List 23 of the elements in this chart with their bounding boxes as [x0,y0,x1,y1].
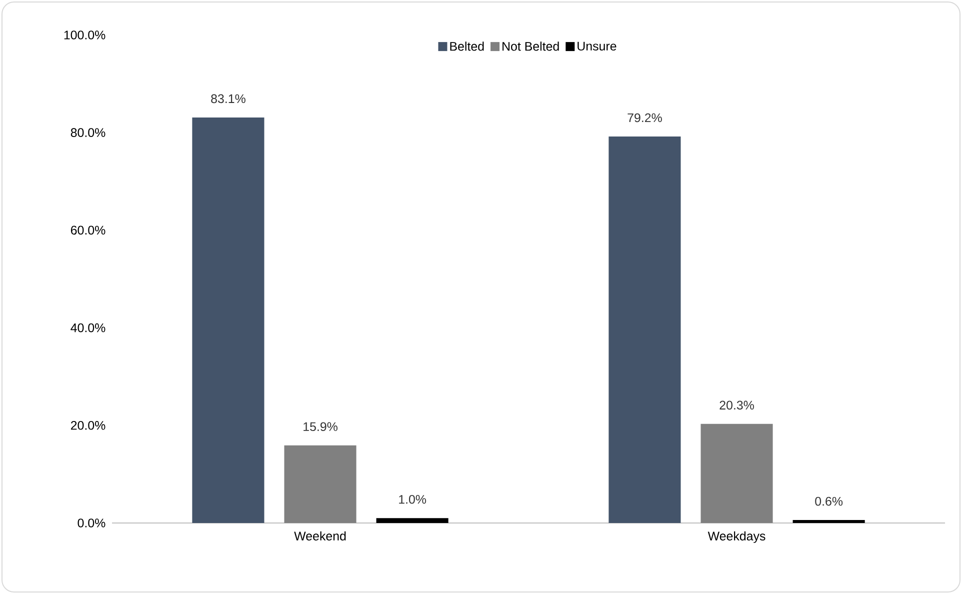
x-tick-label: Weekdays [708,531,766,543]
data-label: 83.1% [211,94,246,104]
bar [792,520,865,523]
y-tick-label: 100.0% [64,30,106,40]
legend-label: Not Belted [502,42,559,51]
data-label: 20.3% [720,400,754,410]
bar [284,445,356,523]
bar [700,424,773,523]
y-tick-label: 80.0% [70,128,106,137]
data-label: 0.6% [815,496,843,506]
y-tick-label: 20.0% [70,420,106,430]
bar [608,136,681,523]
data-label: 1.0% [399,494,426,504]
legend-label: Belted [450,42,484,51]
data-label: 79.2% [628,113,662,122]
bar [192,117,264,523]
data-label: 15.9% [304,422,338,432]
y-tick-label: 0.0% [78,518,106,528]
legend-label: Unsure [578,42,616,51]
y-tick-label: 40.0% [70,323,106,332]
bar [376,518,448,523]
x-tick-label: Weekend [294,531,346,540]
y-tick-label: 60.0% [70,226,106,235]
